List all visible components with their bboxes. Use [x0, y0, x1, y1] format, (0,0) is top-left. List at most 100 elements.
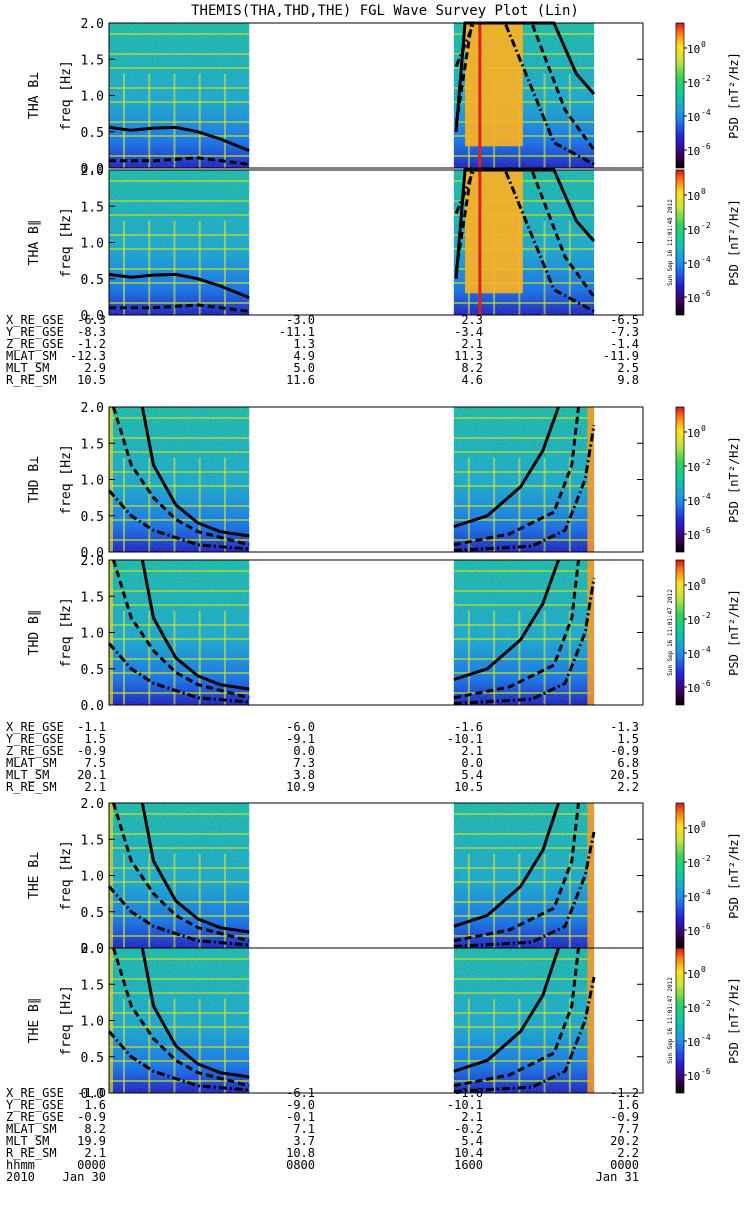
- overlay-curve-dashed: [454, 168, 596, 298]
- time-axis: hhmm 0000 0800 1600 0000 2010 Jan 30 Jan 31: [6, 1158, 639, 1184]
- spectral-spike: [223, 610, 226, 705]
- ephem-row-name: Z_RE_GSE: [6, 337, 64, 351]
- ephem-value: 10.4: [454, 1146, 483, 1160]
- ephem-value: -8.3: [77, 325, 106, 339]
- colorbar-tick-exp: 0: [701, 577, 706, 586]
- ephem-value: -0.2: [454, 1122, 483, 1136]
- ephem-value: 4.9: [293, 349, 315, 363]
- ephem-value: 6.8: [617, 756, 639, 770]
- spectral-spike: [518, 610, 521, 705]
- spectral-band: [453, 692, 595, 694]
- y-tick-label: 2.0: [81, 554, 104, 569]
- colorbar: [675, 406, 685, 553]
- ephem-value: -3.0: [286, 313, 315, 327]
- ephem-row-name: MLAT_SM: [6, 756, 57, 770]
- colorbar: [675, 169, 685, 316]
- spectral-band: [109, 67, 250, 69]
- spectral-spike: [148, 457, 151, 552]
- colorbar-tick-exp: -6: [701, 142, 711, 151]
- wave-burst-core: [478, 170, 482, 315]
- y-tick-label: 2.0: [81, 401, 104, 416]
- ephem-row-name: Z_RE_GSE: [6, 744, 64, 758]
- ephem-value: -0.9: [610, 744, 639, 758]
- overlay-curve-dashed: [454, 21, 596, 151]
- colorbar-tick-exp: -2: [701, 999, 711, 1008]
- ephem-value: 20.2: [610, 1134, 639, 1148]
- spectral-spike: [568, 457, 571, 552]
- spectral-spike: [148, 998, 151, 1093]
- y-tick-label: 0.5: [81, 906, 104, 921]
- spectral-band: [109, 87, 250, 89]
- colorbar-tick-base: 10: [687, 891, 700, 904]
- y-tick-label: 1.5: [81, 590, 104, 605]
- ephem-value: -0.9: [610, 1110, 639, 1124]
- ephem-value: 19.9: [77, 1134, 106, 1148]
- spectral-band: [109, 485, 250, 487]
- freq-axis-label: freq [Hz]: [59, 207, 74, 277]
- ephem-value: -11.9: [603, 349, 639, 363]
- y-tick-label: 0.5: [81, 663, 104, 678]
- spectrogram-noise: [453, 948, 595, 1093]
- overlay-curve-solid: [453, 802, 560, 928]
- y-tick-label: 1.5: [81, 978, 104, 993]
- ephem-value: 2.1: [461, 744, 483, 758]
- colorbar-tick-base: 10: [687, 823, 700, 836]
- colorbar-tick-base: 10: [687, 145, 700, 158]
- ephem-value: 7.5: [84, 756, 106, 770]
- overlay-curve-solid: [453, 947, 560, 1073]
- edge-intensification: [587, 407, 595, 552]
- spectral-band: [109, 135, 250, 137]
- colorbar-tick-exp: 0: [701, 40, 706, 49]
- spectrogram-noise: [109, 560, 250, 705]
- spectral-band: [109, 624, 250, 626]
- ephem-value: 3.8: [293, 768, 315, 782]
- ephem-value: -6.3: [77, 313, 106, 327]
- time-tick-label: 0000: [77, 1158, 106, 1172]
- spectral-band: [453, 471, 595, 473]
- ephem-value: 20.1: [77, 768, 106, 782]
- ephem-value: -10.1: [447, 1098, 483, 1112]
- ephem-row-name: X_RE_GSE: [6, 1086, 64, 1100]
- spectral-band: [109, 33, 250, 35]
- spectral-band: [453, 658, 595, 660]
- y-tick-label: 1.5: [81, 437, 104, 452]
- spectral-band: [453, 53, 595, 55]
- y-tick-label: 1.0: [81, 90, 104, 105]
- overlay-curve-dash-dot: [453, 976, 596, 1093]
- spectral-spike: [223, 853, 226, 948]
- spectral-spike: [198, 998, 201, 1093]
- colorbar-tick-exp: -2: [701, 854, 711, 863]
- spectral-band: [109, 958, 250, 960]
- colorbar-tick-base: 10: [687, 495, 700, 508]
- colorbar-tick-exp: -6: [701, 922, 711, 931]
- generation-timestamp: Sun Sep 16 11:01:47 2012: [667, 589, 674, 676]
- ephem-value: 5.4: [461, 1134, 483, 1148]
- spectral-spike: [543, 998, 546, 1093]
- colorbar-tick-base: 10: [687, 614, 700, 627]
- ephem-value: 10.5: [454, 780, 483, 794]
- spectral-spike: [148, 220, 151, 315]
- y-tick-label: 1.0: [81, 237, 104, 252]
- ephem-row-name: R_RE_SM: [6, 780, 57, 794]
- spectrogram-noise: [109, 803, 250, 948]
- ephem-value: -6.0: [286, 720, 315, 734]
- y-tick-label: 1.5: [81, 53, 104, 68]
- spectral-spike: [173, 73, 176, 168]
- colorbar-title: PSD [nT²/Hz]: [727, 977, 741, 1064]
- spectral-spike: [123, 457, 126, 552]
- spectral-spike: [148, 610, 151, 705]
- colorbar-tick-base: 10: [687, 190, 700, 203]
- ephem-value: 7.3: [293, 756, 315, 770]
- spectral-band: [453, 505, 595, 507]
- overlay-curve-dashed: [453, 947, 580, 1088]
- spectral-spike: [493, 853, 496, 948]
- y-tick-label: 0.5: [81, 510, 104, 525]
- spectrogram-noise: [109, 407, 250, 552]
- spectral-spike: [568, 73, 571, 168]
- spectral-band: [453, 1012, 595, 1014]
- colorbar-tick-exp: -6: [701, 679, 711, 688]
- spectral-spike: [198, 73, 201, 168]
- overlay-curve-dashed: [109, 156, 250, 166]
- spectral-band: [453, 519, 595, 521]
